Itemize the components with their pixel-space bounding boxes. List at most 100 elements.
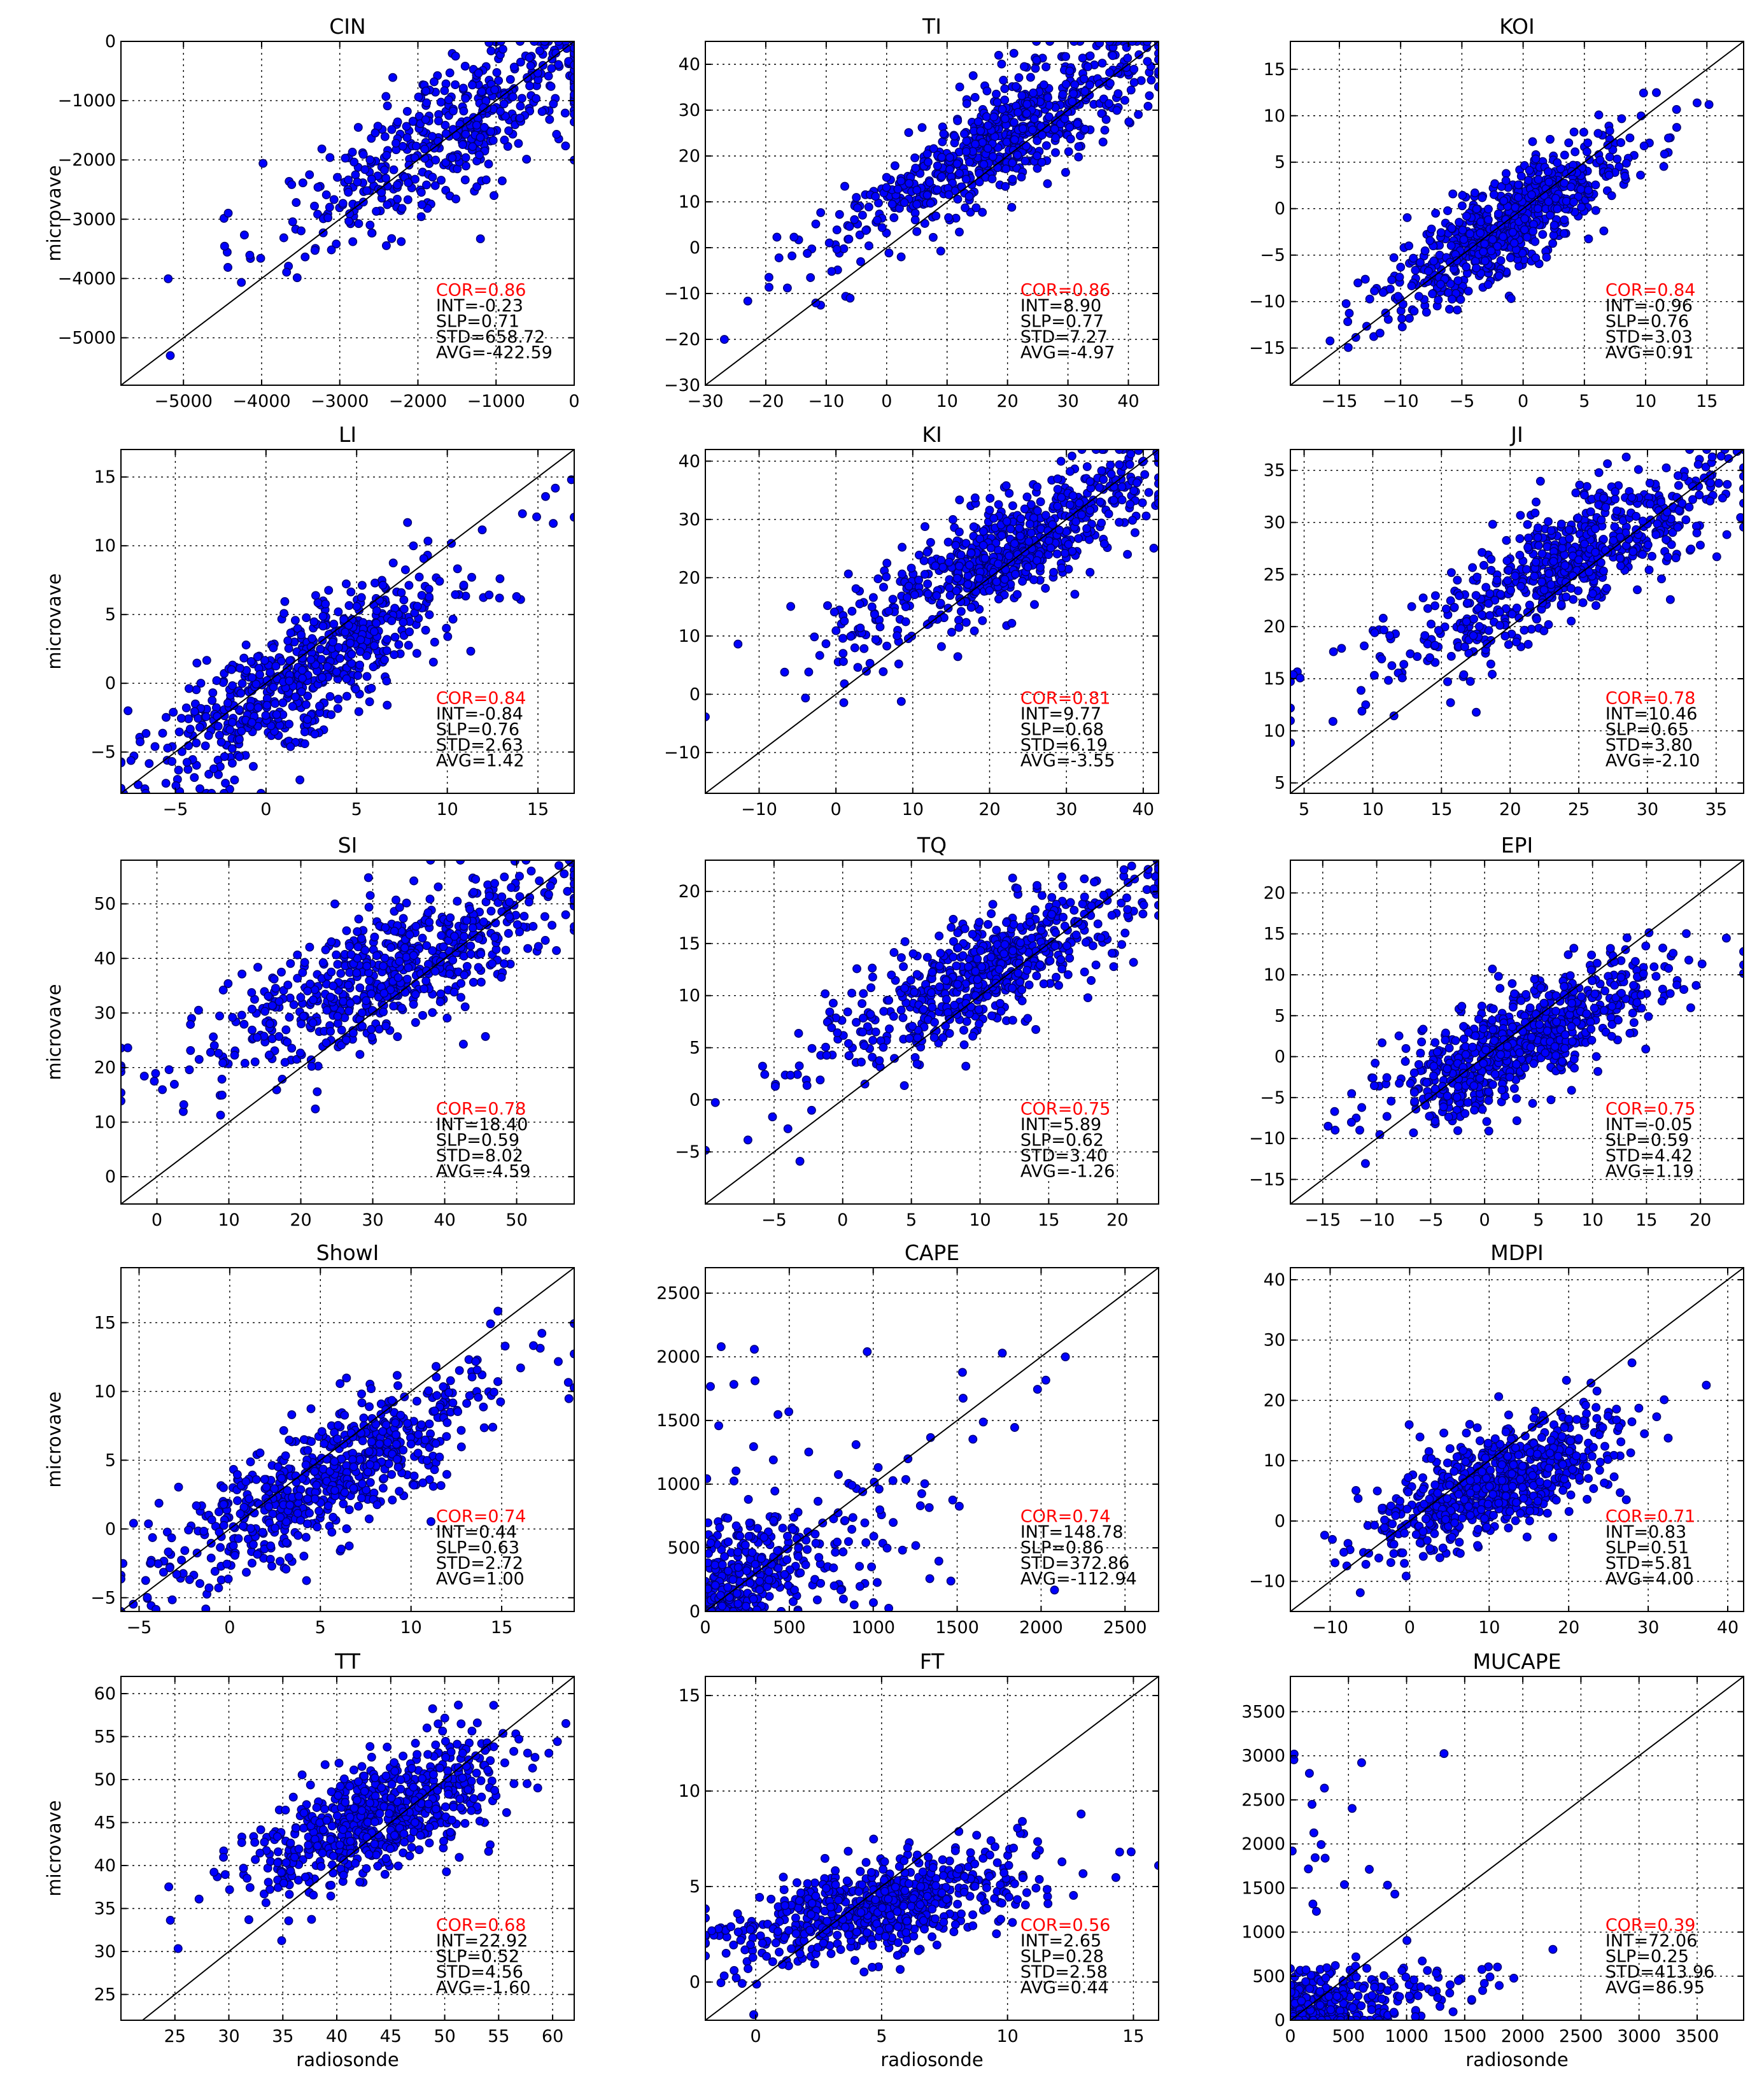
data-point [220, 752, 229, 761]
data-point [1007, 618, 1017, 628]
data-point [1455, 591, 1464, 600]
data-point [287, 1044, 297, 1053]
data-point [167, 757, 177, 766]
data-point [1484, 626, 1493, 635]
data-point [460, 61, 470, 71]
data-point [428, 173, 437, 182]
data-point [303, 691, 313, 701]
data-point [1663, 552, 1672, 562]
data-point [1115, 518, 1124, 527]
data-point [404, 160, 414, 170]
data-point [367, 683, 376, 693]
data-point [302, 613, 311, 623]
data-point [912, 227, 922, 236]
data-point [1006, 524, 1015, 534]
data-point [1082, 462, 1092, 471]
data-point [1478, 548, 1487, 557]
y-tick-label: 40 [679, 451, 700, 471]
data-point [1038, 131, 1047, 140]
data-point [810, 632, 819, 642]
data-point [255, 670, 264, 679]
x-tick-label: 30 [1057, 392, 1078, 411]
data-point [369, 662, 378, 672]
data-point [839, 698, 849, 707]
y-tick-label: 15 [1264, 60, 1285, 80]
data-point [201, 741, 210, 751]
data-point [1129, 486, 1139, 495]
data-point [966, 602, 976, 612]
data-point [1126, 85, 1136, 95]
stat-avg: AVG=-4.59 [436, 1162, 531, 1182]
data-point [1420, 631, 1430, 641]
data-point [352, 968, 362, 978]
data-point [1483, 204, 1493, 214]
data-point [882, 183, 891, 192]
data-point [1692, 528, 1702, 538]
data-point [1115, 460, 1124, 469]
data-point [983, 144, 992, 153]
data-point [1009, 48, 1019, 58]
data-point [1375, 329, 1385, 338]
data-point [900, 198, 909, 208]
data-point [1496, 256, 1506, 266]
data-point [519, 912, 529, 921]
data-point [1096, 497, 1105, 507]
data-point [1022, 492, 1032, 502]
data-point [979, 160, 989, 169]
data-point [1573, 513, 1583, 523]
data-point [345, 942, 355, 951]
data-point [246, 702, 255, 711]
data-point [1483, 280, 1493, 289]
data-point [882, 641, 892, 651]
data-point [1029, 114, 1039, 124]
data-point [445, 969, 455, 979]
data-point [505, 898, 514, 907]
data-point [298, 178, 307, 188]
data-point [1562, 196, 1571, 206]
data-point [1430, 641, 1440, 650]
data-point [540, 41, 549, 46]
data-point [428, 657, 438, 667]
y-tick-label: 10 [94, 1112, 116, 1132]
data-point [1445, 257, 1455, 267]
data-point [1074, 534, 1083, 543]
data-point [1531, 557, 1541, 567]
data-point [1527, 190, 1536, 199]
data-point [1514, 613, 1524, 623]
data-point [1066, 134, 1075, 144]
data-point [1575, 480, 1584, 490]
data-point [282, 267, 292, 277]
data-point [1009, 118, 1019, 127]
data-point [402, 898, 411, 908]
data-point [321, 1038, 331, 1047]
data-point [417, 200, 427, 209]
data-point [327, 967, 336, 977]
data-point [456, 993, 465, 1002]
x-tick-label: −10 [1383, 392, 1419, 411]
data-point [225, 725, 235, 734]
data-point [1043, 179, 1052, 188]
data-point [1582, 147, 1591, 157]
data-point [1132, 478, 1141, 488]
data-point [512, 592, 521, 601]
data-point [919, 556, 929, 565]
stat-std: STD=6.19 [1020, 735, 1108, 755]
data-point [1120, 96, 1129, 105]
data-point [922, 190, 932, 200]
data-point [291, 692, 300, 702]
data-point [970, 626, 979, 635]
data-point [477, 525, 487, 535]
data-point [937, 172, 947, 181]
data-point [894, 659, 903, 669]
data-point [1033, 136, 1042, 145]
data-point [914, 550, 924, 560]
data-point [1705, 478, 1715, 488]
data-point [936, 598, 945, 608]
data-point [1008, 501, 1017, 511]
data-point [190, 773, 199, 783]
x-tick-label: 0 [152, 1210, 162, 1230]
data-point [321, 190, 331, 199]
data-point [486, 127, 495, 136]
data-point [169, 707, 178, 717]
data-point [835, 209, 844, 219]
